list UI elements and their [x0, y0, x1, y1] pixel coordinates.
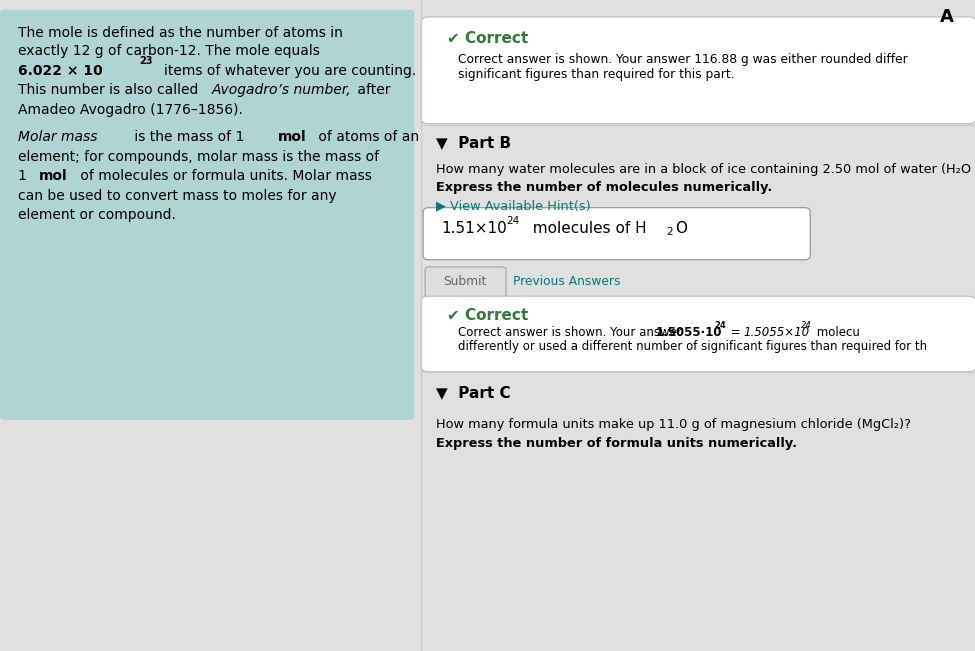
Text: differently or used a different number of significant figures than required for : differently or used a different number o… [458, 340, 927, 353]
Text: molecu: molecu [813, 326, 860, 339]
Text: Express the number of formula units numerically.: Express the number of formula units nume… [436, 437, 797, 450]
Text: after: after [353, 83, 390, 98]
Text: Correct answer is shown. Your answer 116.88 g was either rounded differ: Correct answer is shown. Your answer 116… [458, 53, 908, 66]
Text: 6.022 × 10: 6.022 × 10 [18, 64, 102, 78]
Text: of molecules or formula units. Molar mass: of molecules or formula units. Molar mas… [76, 169, 371, 184]
Text: is the mass of 1: is the mass of 1 [130, 130, 249, 145]
Text: 1.51×10: 1.51×10 [442, 221, 507, 236]
Text: mol: mol [278, 130, 306, 145]
Text: O: O [675, 221, 686, 236]
Text: A: A [940, 8, 954, 26]
Text: This number is also called: This number is also called [18, 83, 202, 98]
Text: 1: 1 [18, 169, 31, 184]
Text: items of whatever you are counting.: items of whatever you are counting. [164, 64, 416, 78]
Text: ✔ Correct: ✔ Correct [447, 31, 527, 46]
Text: 24: 24 [801, 321, 812, 330]
Text: ✔ Correct: ✔ Correct [447, 308, 527, 323]
Text: Molar mass: Molar mass [18, 130, 98, 145]
Text: 2: 2 [666, 227, 673, 236]
Text: =: = [727, 326, 745, 339]
FancyBboxPatch shape [421, 296, 975, 372]
Text: can be used to convert mass to moles for any: can be used to convert mass to moles for… [18, 189, 336, 203]
Text: 23: 23 [139, 56, 153, 66]
Text: molecules of H: molecules of H [523, 221, 646, 236]
Text: Amadeo Avogadro (1776–1856).: Amadeo Avogadro (1776–1856). [18, 103, 243, 117]
Text: mol: mol [39, 169, 67, 184]
FancyBboxPatch shape [423, 208, 810, 260]
Text: Express the number of molecules numerically.: Express the number of molecules numerica… [436, 181, 772, 194]
Text: 24: 24 [506, 216, 520, 226]
Text: 24: 24 [715, 321, 726, 330]
Text: element; for compounds, molar mass is the mass of: element; for compounds, molar mass is th… [18, 150, 378, 164]
FancyBboxPatch shape [425, 267, 506, 297]
Text: exactly 12 g of carbon-12. The mole equals: exactly 12 g of carbon-12. The mole equa… [18, 44, 320, 59]
FancyBboxPatch shape [0, 10, 414, 420]
Text: Correct answer is shown. Your answer: Correct answer is shown. Your answer [458, 326, 685, 339]
Text: significant figures than required for this part.: significant figures than required for th… [458, 68, 735, 81]
FancyBboxPatch shape [421, 17, 975, 124]
Text: How many formula units make up 11.0 g of magnesium chloride (MgCl₂)?: How many formula units make up 11.0 g of… [436, 418, 911, 431]
Text: ▼  Part C: ▼ Part C [436, 385, 511, 400]
Text: Avogadro’s number,: Avogadro’s number, [212, 83, 351, 98]
Text: ▼  Part B: ▼ Part B [436, 135, 511, 150]
Text: of atoms of an: of atoms of an [314, 130, 419, 145]
Text: How many water molecules are in a block of ice containing 2.50 mol of water (H₂O: How many water molecules are in a block … [436, 163, 971, 176]
Text: element or compound.: element or compound. [18, 208, 176, 223]
Text: The mole is defined as the number of atoms in: The mole is defined as the number of ato… [18, 26, 342, 40]
Text: 1.5055×10: 1.5055×10 [743, 326, 809, 339]
Text: ▶ View Available Hint(s): ▶ View Available Hint(s) [436, 199, 591, 212]
Text: Previous Answers: Previous Answers [513, 275, 620, 288]
Text: Submit: Submit [444, 275, 487, 288]
Text: 1.5055·10: 1.5055·10 [655, 326, 722, 339]
